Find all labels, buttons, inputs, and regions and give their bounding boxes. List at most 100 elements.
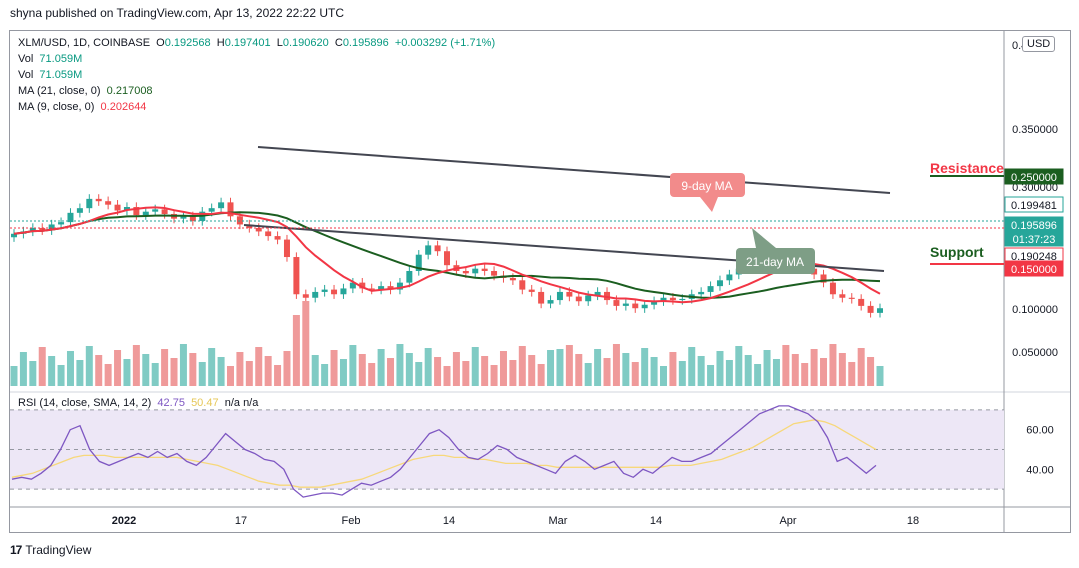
volume-bar xyxy=(132,345,140,386)
candle-body xyxy=(58,222,65,225)
vol2-row: Vol 71.059M xyxy=(18,67,495,83)
ma9-callout-label: 9-day MA xyxy=(681,179,732,193)
volume-bar xyxy=(801,363,809,386)
candle-body xyxy=(321,289,328,292)
price-tick-label: 0.100000 xyxy=(1012,304,1058,316)
candle-body xyxy=(858,298,865,306)
volume-bar xyxy=(114,350,122,386)
volume-bar xyxy=(396,344,404,386)
volume-bar xyxy=(791,354,799,386)
volume-bar xyxy=(255,347,263,386)
candle-body xyxy=(349,282,356,289)
candle-body xyxy=(114,204,121,211)
candle-body xyxy=(152,209,159,212)
volume-bar xyxy=(151,363,159,386)
volume-bar xyxy=(405,353,413,386)
ma21-line xyxy=(13,211,881,299)
currency-button[interactable]: USD xyxy=(1022,36,1056,52)
candle-body xyxy=(839,294,846,298)
candle-body xyxy=(302,294,309,298)
high-value: 0.197401 xyxy=(224,37,271,49)
volume-bar xyxy=(528,355,536,386)
time-tick-label: 2022 xyxy=(112,515,136,527)
volume-bar xyxy=(434,357,442,386)
volume-bar xyxy=(57,365,65,386)
volume-bar xyxy=(227,366,234,386)
symbol-label[interactable]: XLM/USD, 1D, COINBASE xyxy=(18,37,151,49)
candle-body xyxy=(434,245,441,252)
candle-body xyxy=(660,297,667,302)
volume-bar xyxy=(443,366,451,386)
volume-bar xyxy=(820,358,828,386)
volume-bar xyxy=(452,352,460,386)
volume-bar xyxy=(735,346,743,386)
price-axis-tag xyxy=(1004,196,1064,213)
volume-bar xyxy=(660,366,667,386)
ma9-label: MA (9, close, 0) xyxy=(18,101,95,113)
candle-body xyxy=(274,236,281,240)
volume-bar xyxy=(208,348,216,386)
ma9-line xyxy=(13,206,881,304)
candle-body xyxy=(161,209,168,214)
candle-body xyxy=(566,291,573,297)
vol1-label: Vol xyxy=(18,53,34,65)
vol1-value: 71.059M xyxy=(39,53,83,65)
candle-body xyxy=(829,282,836,295)
candle-body xyxy=(622,303,629,306)
ma9-callout-pointer xyxy=(700,197,718,212)
volume-bar xyxy=(575,354,583,386)
candle-body xyxy=(641,304,648,309)
volume-bar xyxy=(358,354,366,386)
volume-bar xyxy=(217,357,225,386)
volume-bar xyxy=(848,362,856,386)
volume-bar xyxy=(10,366,18,386)
candle-body xyxy=(378,286,385,290)
volume-bar xyxy=(547,350,555,386)
candle-body xyxy=(95,198,102,202)
candle-body xyxy=(39,227,46,231)
candle-body xyxy=(331,289,338,295)
volume-bar xyxy=(669,352,677,386)
candle-body xyxy=(613,300,620,306)
candle-body xyxy=(425,245,432,255)
volume-bar xyxy=(66,351,74,386)
price-axis-tag-label: 01:37:23 xyxy=(1013,234,1056,246)
channel-upper-line xyxy=(257,146,891,194)
candle-body xyxy=(547,300,554,304)
candle-body xyxy=(594,291,601,296)
volume-bar xyxy=(744,355,752,386)
chart-legend: XLM/USD, 1D, COINBASE O0.192568 H0.19740… xyxy=(18,35,495,115)
candle-body xyxy=(632,303,639,309)
candle-body xyxy=(707,286,714,292)
volume-bar xyxy=(716,351,724,386)
tradingview-logo-icon: 17 xyxy=(10,543,22,557)
rsi-tick-label: 40.00 xyxy=(1026,464,1054,476)
time-tick-label: 18 xyxy=(907,515,919,527)
volume-bar xyxy=(612,344,620,386)
ma21-callout-pointer xyxy=(752,228,776,248)
volume-bar xyxy=(594,349,602,386)
candle-body xyxy=(444,251,450,266)
candle-body xyxy=(293,257,300,295)
candle-body xyxy=(585,295,592,302)
volume-bar xyxy=(481,356,489,386)
volume-bar xyxy=(189,353,197,386)
rsi-sma-value: 50.47 xyxy=(191,397,219,409)
rsi-value: 42.75 xyxy=(157,397,185,409)
time-tick-label: 14 xyxy=(443,515,455,527)
volume-bar xyxy=(339,359,347,386)
candle-body xyxy=(48,224,55,231)
candle-body xyxy=(867,305,874,313)
candle-body xyxy=(227,202,234,217)
volume-bar xyxy=(499,351,507,386)
volume-bar xyxy=(330,350,338,386)
rsi-line xyxy=(11,405,877,498)
price-axis-tag xyxy=(1004,230,1064,247)
rsi-legend: RSI (14, close, SMA, 14, 2) 42.75 50.47 … xyxy=(18,397,258,409)
volume-bar xyxy=(518,346,526,386)
volume-bar xyxy=(123,359,131,386)
candle-body xyxy=(406,270,413,283)
open-value: 0.192568 xyxy=(164,37,211,49)
candle-body xyxy=(472,268,479,274)
